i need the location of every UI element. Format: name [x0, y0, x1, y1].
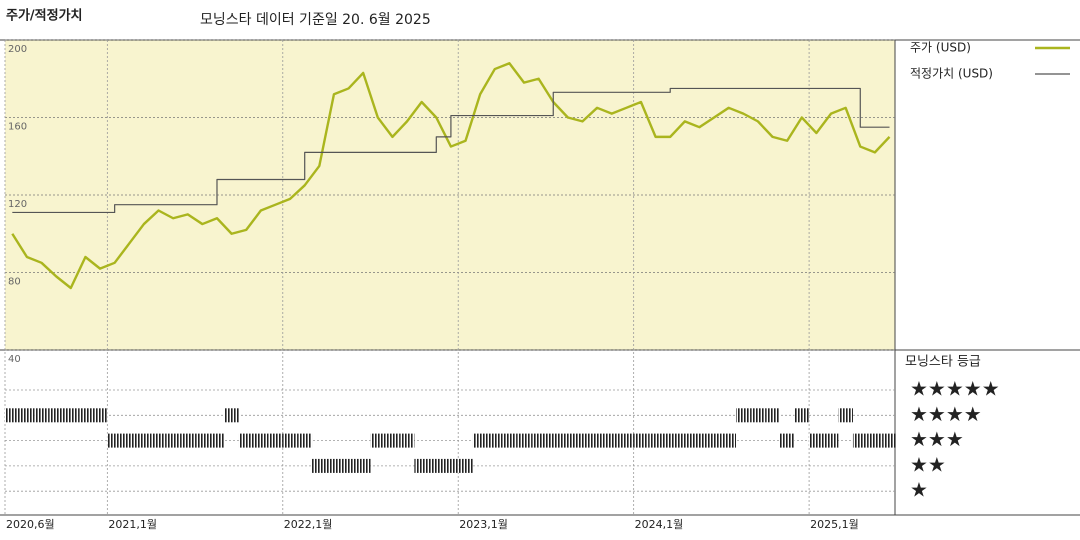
rating-bar	[195, 433, 210, 448]
chart-subtitle: 모닝스타 데이터 기준일 20. 6월 2025	[200, 12, 431, 28]
rating-bar	[545, 433, 561, 448]
rating-bar	[165, 433, 181, 448]
chart-title: 주가/적정가치	[6, 8, 83, 24]
rating-bar	[648, 433, 663, 448]
rating-title: 모닝스타 등급	[905, 355, 981, 370]
rating-bar	[575, 433, 590, 448]
rating-bar	[355, 458, 371, 473]
rating-bar	[852, 433, 868, 448]
rating-level-label: ★★	[910, 452, 946, 476]
rating-bar	[63, 408, 79, 423]
series-line	[11, 62, 891, 290]
rating-bar	[48, 408, 64, 423]
y-tick-label: 160	[8, 122, 27, 133]
rating-bar	[151, 433, 166, 448]
rating-bar	[589, 433, 605, 448]
rating-bar	[136, 433, 152, 448]
rating-bar	[428, 458, 444, 473]
rating-bar	[399, 433, 415, 448]
rating-bar	[5, 408, 20, 423]
rating-bar	[677, 433, 693, 448]
rating-bar	[487, 433, 503, 448]
rating-bar	[502, 433, 517, 448]
rating-bar	[253, 433, 269, 448]
rating-bar	[92, 408, 108, 423]
rating-bar	[34, 408, 49, 423]
rating-bar	[750, 408, 766, 423]
rating-bar	[867, 433, 883, 448]
rating-bar	[458, 458, 473, 473]
rating-bar	[268, 433, 283, 448]
rating-bar	[472, 433, 488, 448]
y-tick-label: 200	[8, 44, 27, 55]
rating-bar	[633, 433, 649, 448]
legend-label: 주가 (USD)	[910, 41, 971, 55]
x-tick-label: 2020,6월	[6, 518, 55, 531]
rating-bar	[312, 458, 327, 473]
rating-bar	[560, 433, 576, 448]
rating-bar	[604, 433, 620, 448]
y-tick-label: 80	[8, 277, 21, 288]
rating-bar	[809, 433, 824, 448]
rating-bar	[19, 408, 35, 423]
rating-bar	[209, 433, 225, 448]
rating-bar	[385, 433, 400, 448]
x-tick-label: 2024,1월	[635, 518, 684, 531]
legend-label: 적정가치 (USD)	[910, 67, 993, 81]
rating-bar	[619, 433, 634, 448]
rating-bar	[370, 433, 386, 448]
x-tick-label: 2022,1월	[284, 518, 333, 531]
rating-bar	[838, 408, 853, 423]
rating-bar	[297, 433, 313, 448]
rating-level-label: ★	[910, 478, 928, 502]
rating-bar	[692, 433, 707, 448]
series-line	[12, 87, 890, 214]
rating-bar	[326, 458, 342, 473]
rating-bar	[282, 433, 298, 448]
x-tick-label: 2021,1월	[108, 518, 157, 531]
rating-bar	[662, 433, 678, 448]
rating-bar	[765, 408, 780, 423]
y-tick-label: 120	[8, 199, 27, 210]
rating-bar	[779, 433, 795, 448]
rating-bar	[516, 433, 532, 448]
rating-bar	[706, 433, 722, 448]
y-tick-label: 40	[8, 354, 21, 365]
rating-bar	[823, 433, 839, 448]
rating-bar	[224, 408, 239, 423]
rating-bar	[882, 433, 897, 448]
rating-bar	[78, 408, 93, 423]
rating-bar	[121, 433, 137, 448]
rating-level-label: ★★★★★	[910, 377, 1000, 401]
rating-bar	[414, 458, 429, 473]
rating-level-label: ★★★	[910, 427, 964, 451]
rating-bar	[443, 458, 459, 473]
rating-bar	[721, 433, 736, 448]
rating-bar	[794, 408, 810, 423]
rating-bar	[736, 408, 751, 423]
rating-bar	[531, 433, 546, 448]
x-tick-label: 2025,1월	[810, 518, 859, 531]
rating-bar	[238, 433, 254, 448]
rating-bar	[107, 433, 122, 448]
rating-bar	[341, 458, 356, 473]
x-tick-label: 2023,1월	[459, 518, 508, 531]
rating-bar	[180, 433, 196, 448]
rating-level-label: ★★★★	[910, 402, 982, 426]
